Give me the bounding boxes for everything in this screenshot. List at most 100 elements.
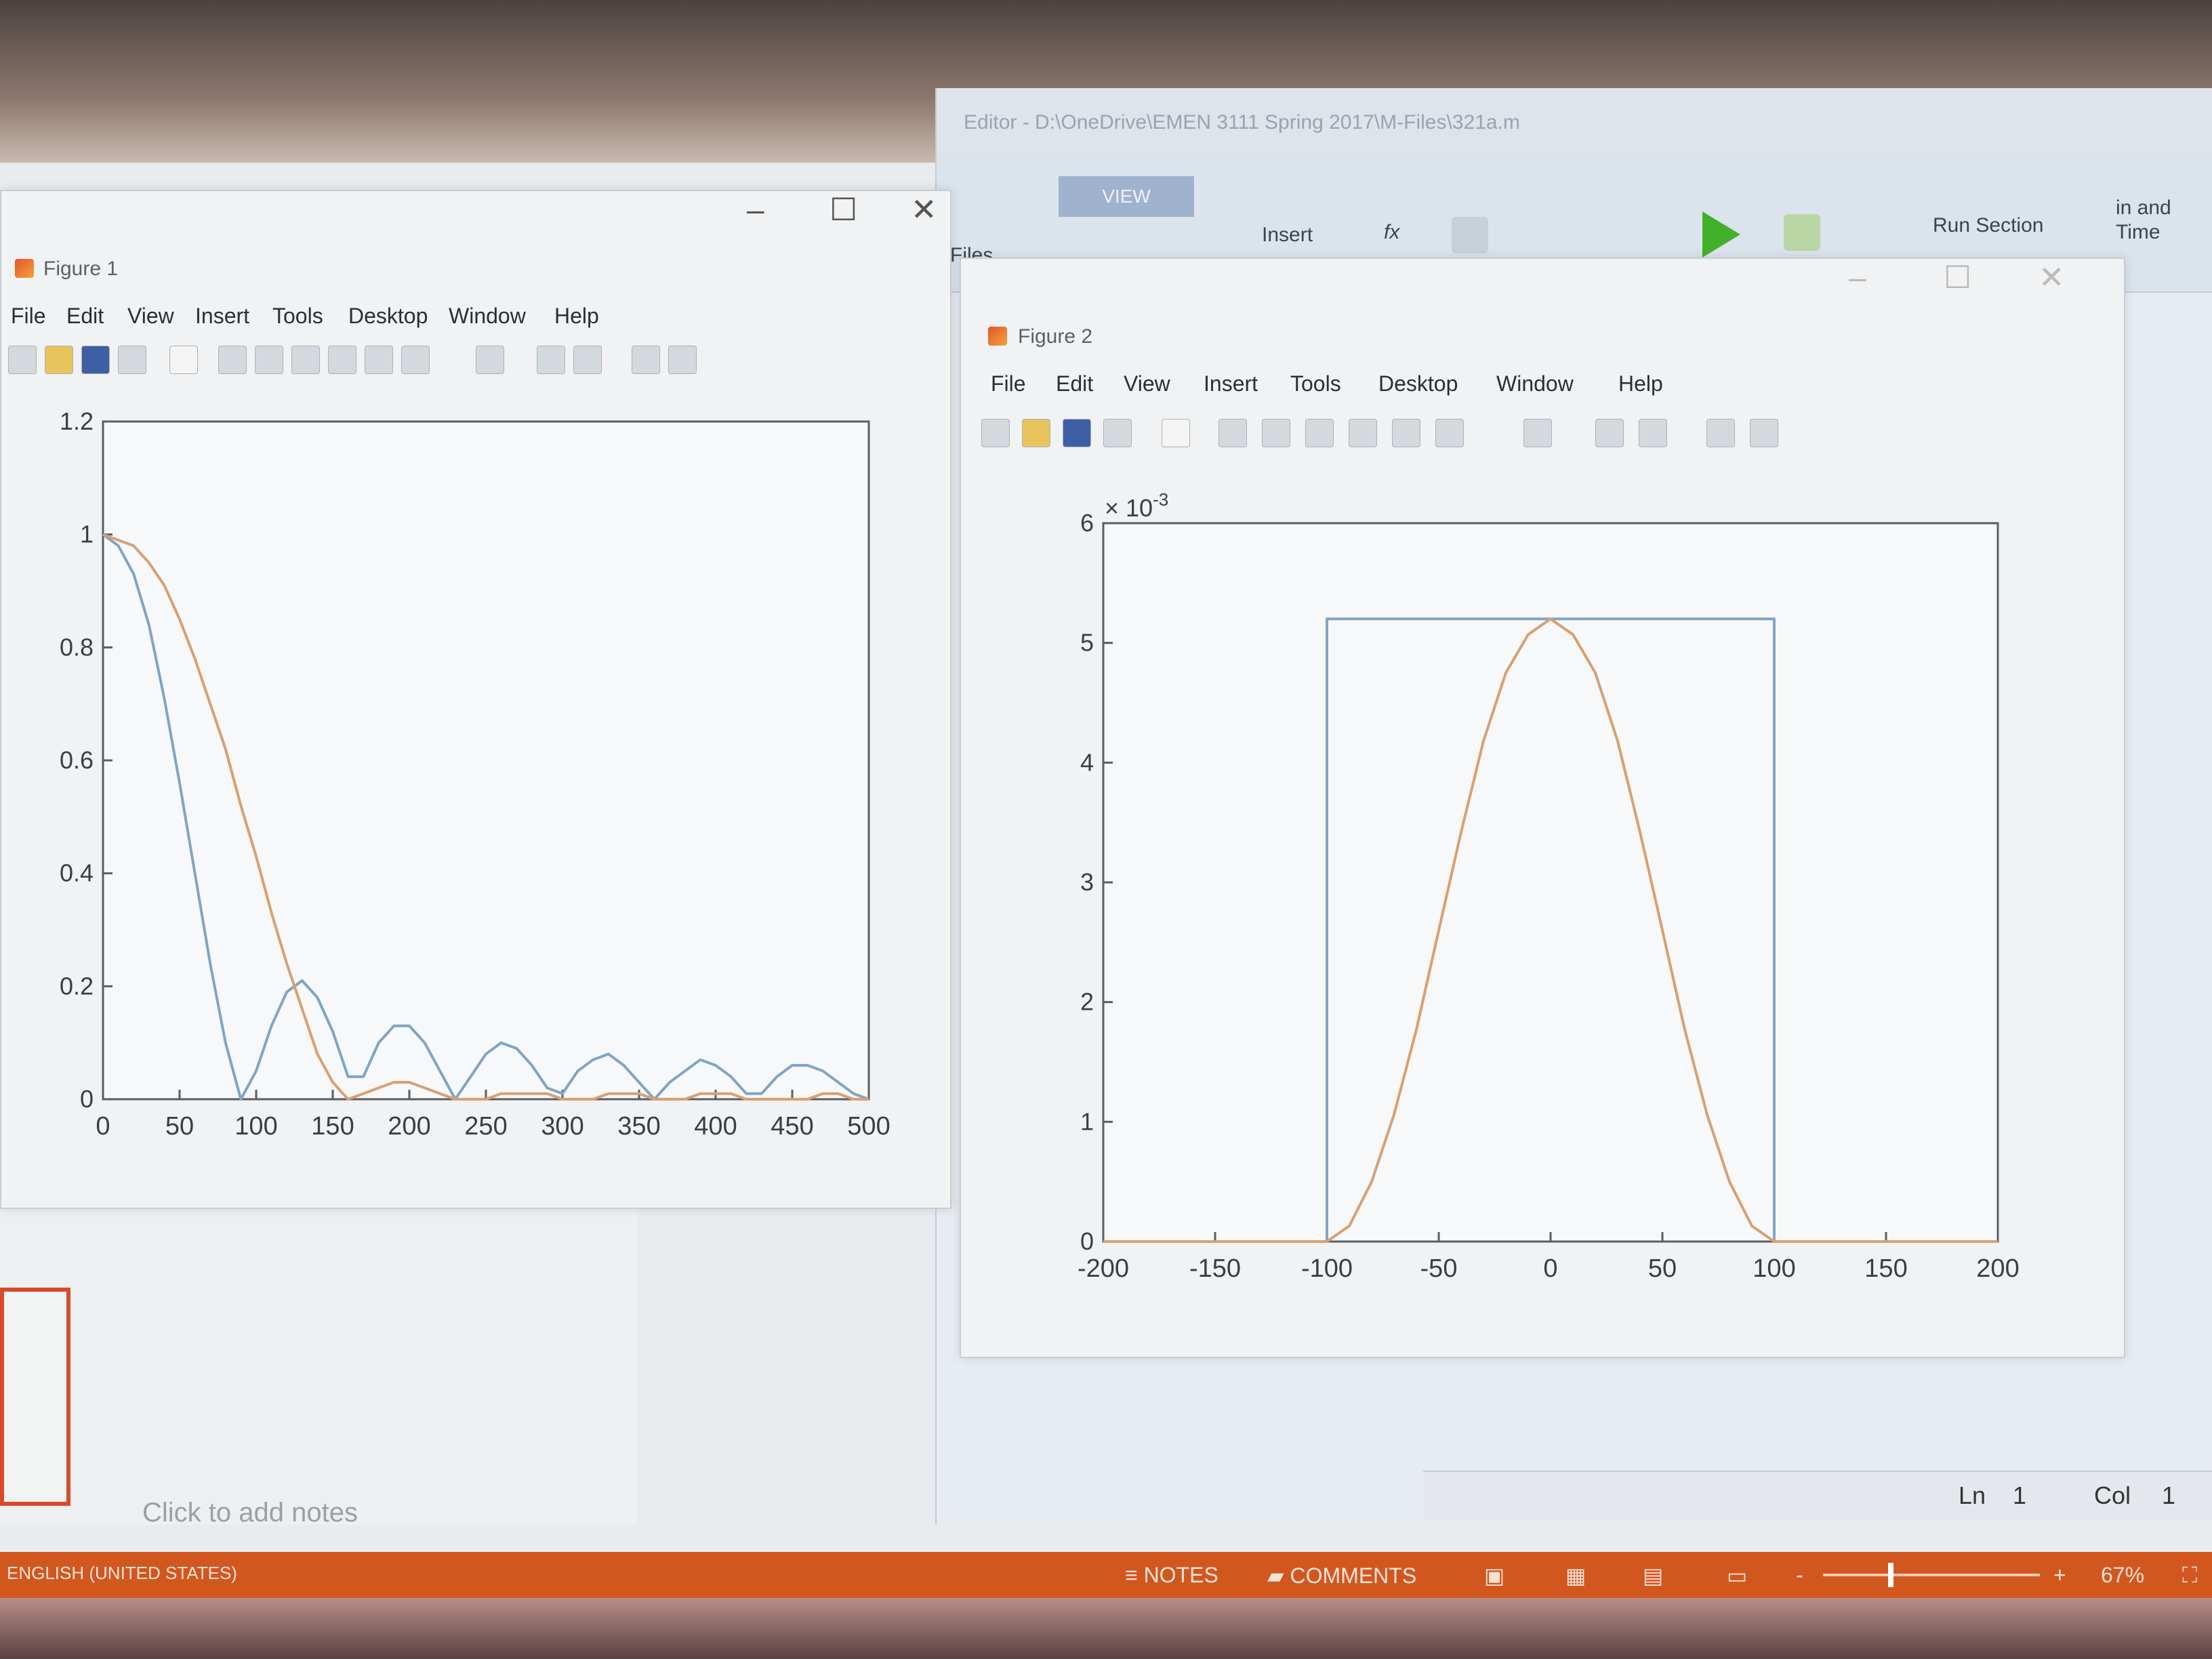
insert-button[interactable]: Insert	[1262, 224, 1313, 246]
hide-plot-tools-icon[interactable]	[1706, 419, 1735, 447]
brush-icon[interactable]	[1435, 419, 1464, 447]
menu-file[interactable]: File	[11, 304, 46, 328]
figure-2-series-2-line	[1103, 617, 1998, 1243]
fx-button[interactable]: fx	[1384, 221, 1400, 243]
pointer-icon[interactable]	[169, 346, 198, 374]
run-advance-icon[interactable]	[1784, 214, 1820, 251]
link-plot-icon[interactable]	[1523, 419, 1552, 447]
close-icon[interactable]: ✕	[911, 192, 937, 227]
figure-2-y-exponent: × 10-3	[1105, 489, 1168, 522]
menu-help[interactable]: Help	[554, 304, 599, 328]
run-and-time-label-1[interactable]: in and	[2116, 197, 2171, 219]
minimize-icon[interactable]: –	[1849, 260, 1866, 295]
save-icon[interactable]	[81, 346, 110, 374]
zoom-level[interactable]: 67%	[2101, 1563, 2145, 1587]
slide-sorter-icon[interactable]: ▦	[1565, 1563, 1586, 1588]
print-icon[interactable]	[1103, 419, 1132, 447]
data-cursor-icon[interactable]	[1392, 419, 1420, 447]
slideshow-icon[interactable]: ▭	[1727, 1563, 1748, 1588]
zoom-slider-thumb[interactable]	[1888, 1563, 1893, 1587]
menu-desktop[interactable]: Desktop	[1378, 371, 1458, 396]
menu-edit[interactable]: Edit	[66, 304, 104, 328]
run-icon[interactable]	[1702, 211, 1740, 258]
comments-label: COMMENTS	[1290, 1563, 1417, 1588]
figure-1-ytick-label: 1.2	[60, 407, 94, 435]
show-plot-tools-icon[interactable]	[668, 346, 697, 374]
save-icon[interactable]	[1063, 419, 1091, 447]
open-file-icon[interactable]	[1022, 419, 1050, 447]
brush-icon[interactable]	[401, 346, 430, 374]
notes-button[interactable]: ≡ NOTES	[1125, 1563, 1218, 1588]
col-label: Col	[2094, 1481, 2131, 1509]
rotate-icon[interactable]	[328, 346, 356, 374]
menu-help[interactable]: Help	[1618, 371, 1663, 396]
minimize-icon[interactable]: –	[747, 192, 764, 227]
reading-view-icon[interactable]: ▤	[1643, 1563, 1664, 1588]
fit-to-window-icon[interactable]: ⛶	[2182, 1563, 2198, 1587]
ppt-notes-area	[0, 1200, 637, 1525]
language-label[interactable]: ENGLISH (UNITED STATES)	[7, 1563, 237, 1583]
figure-2-xtick-label: 50	[1648, 1254, 1677, 1283]
colorbar-icon[interactable]	[1595, 419, 1624, 447]
hide-plot-tools-icon[interactable]	[632, 346, 660, 374]
comments-button[interactable]: ▰ COMMENTS	[1267, 1563, 1416, 1589]
maximize-icon[interactable]: ☐	[1944, 260, 1972, 295]
zoom-in-icon[interactable]	[1218, 419, 1247, 447]
new-figure-icon[interactable]	[981, 419, 1010, 447]
menu-view[interactable]: View	[127, 304, 174, 328]
menu-insert[interactable]: Insert	[195, 304, 250, 328]
pan-icon[interactable]	[291, 346, 320, 374]
pan-icon[interactable]	[1305, 419, 1334, 447]
figure-1-xtick-label: 50	[165, 1112, 194, 1141]
rotate-icon[interactable]	[1349, 419, 1377, 447]
figure-2-xtick-label: -200	[1078, 1254, 1129, 1283]
figure-2-xtick-label: -150	[1189, 1254, 1241, 1283]
figure-2-xtick-label: 200	[1976, 1254, 2019, 1283]
figure-1-window: Figure 1 – ☐ ✕ File Edit View Insert Too…	[0, 190, 951, 1209]
menu-window[interactable]: Window	[449, 304, 526, 328]
close-icon[interactable]: ✕	[2039, 260, 2065, 295]
figure-2-menubar: File Edit View Insert Tools Desktop Wind…	[961, 371, 2124, 405]
figure-2-ytick-label: 3	[1080, 868, 1094, 896]
run-section-button[interactable]: Run Section	[1933, 214, 2044, 237]
normal-view-icon[interactable]: ▣	[1484, 1563, 1505, 1588]
zoom-in-icon[interactable]	[218, 346, 247, 374]
colorbar-icon[interactable]	[537, 346, 565, 374]
matlab-logo-icon	[15, 259, 34, 278]
figure-1-xtick-label: 350	[617, 1112, 660, 1141]
link-plot-icon[interactable]	[476, 346, 504, 374]
menu-tools[interactable]: Tools	[1290, 371, 1341, 396]
data-cursor-icon[interactable]	[365, 346, 393, 374]
run-and-time-label-2[interactable]: Time	[2116, 221, 2160, 243]
zoom-in-button[interactable]: +	[2053, 1563, 2066, 1587]
notes-label: NOTES	[1143, 1563, 1218, 1587]
figure-2-ytick-label: 6	[1080, 509, 1094, 537]
zoom-slider[interactable]	[1823, 1574, 2040, 1576]
tab-view[interactable]: VIEW	[1059, 176, 1194, 217]
new-figure-icon[interactable]	[8, 346, 37, 374]
zoom-out-icon[interactable]	[1262, 419, 1290, 447]
pointer-icon[interactable]	[1162, 419, 1190, 447]
print-icon[interactable]	[118, 346, 146, 374]
legend-icon[interactable]	[573, 346, 602, 374]
zoom-out-icon[interactable]	[255, 346, 283, 374]
menu-window[interactable]: Window	[1496, 371, 1574, 396]
figure-1-xtick-label: 400	[694, 1112, 737, 1141]
menu-file[interactable]: File	[991, 371, 1026, 396]
menu-insert[interactable]: Insert	[1204, 371, 1258, 396]
figure-2-xtick-label: 100	[1753, 1254, 1795, 1283]
menu-tools[interactable]: Tools	[272, 304, 323, 328]
zoom-out-button[interactable]: -	[1796, 1563, 1803, 1587]
figure-1-menubar: File Edit View Insert Tools Desktop Wind…	[1, 304, 950, 337]
notes-placeholder[interactable]: Click to add notes	[142, 1498, 358, 1528]
maximize-icon[interactable]: ☐	[830, 192, 858, 227]
open-file-icon[interactable]	[45, 346, 73, 374]
figure-2-xtick-label: 0	[1543, 1254, 1557, 1283]
menu-view[interactable]: View	[1124, 371, 1170, 396]
menu-desktop[interactable]: Desktop	[348, 304, 428, 328]
legend-icon[interactable]	[1639, 419, 1667, 447]
show-plot-tools-icon[interactable]	[1750, 419, 1778, 447]
menu-edit[interactable]: Edit	[1056, 371, 1094, 396]
insert-section-icon[interactable]	[1452, 217, 1488, 253]
slide-thumbnail[interactable]	[0, 1288, 70, 1506]
